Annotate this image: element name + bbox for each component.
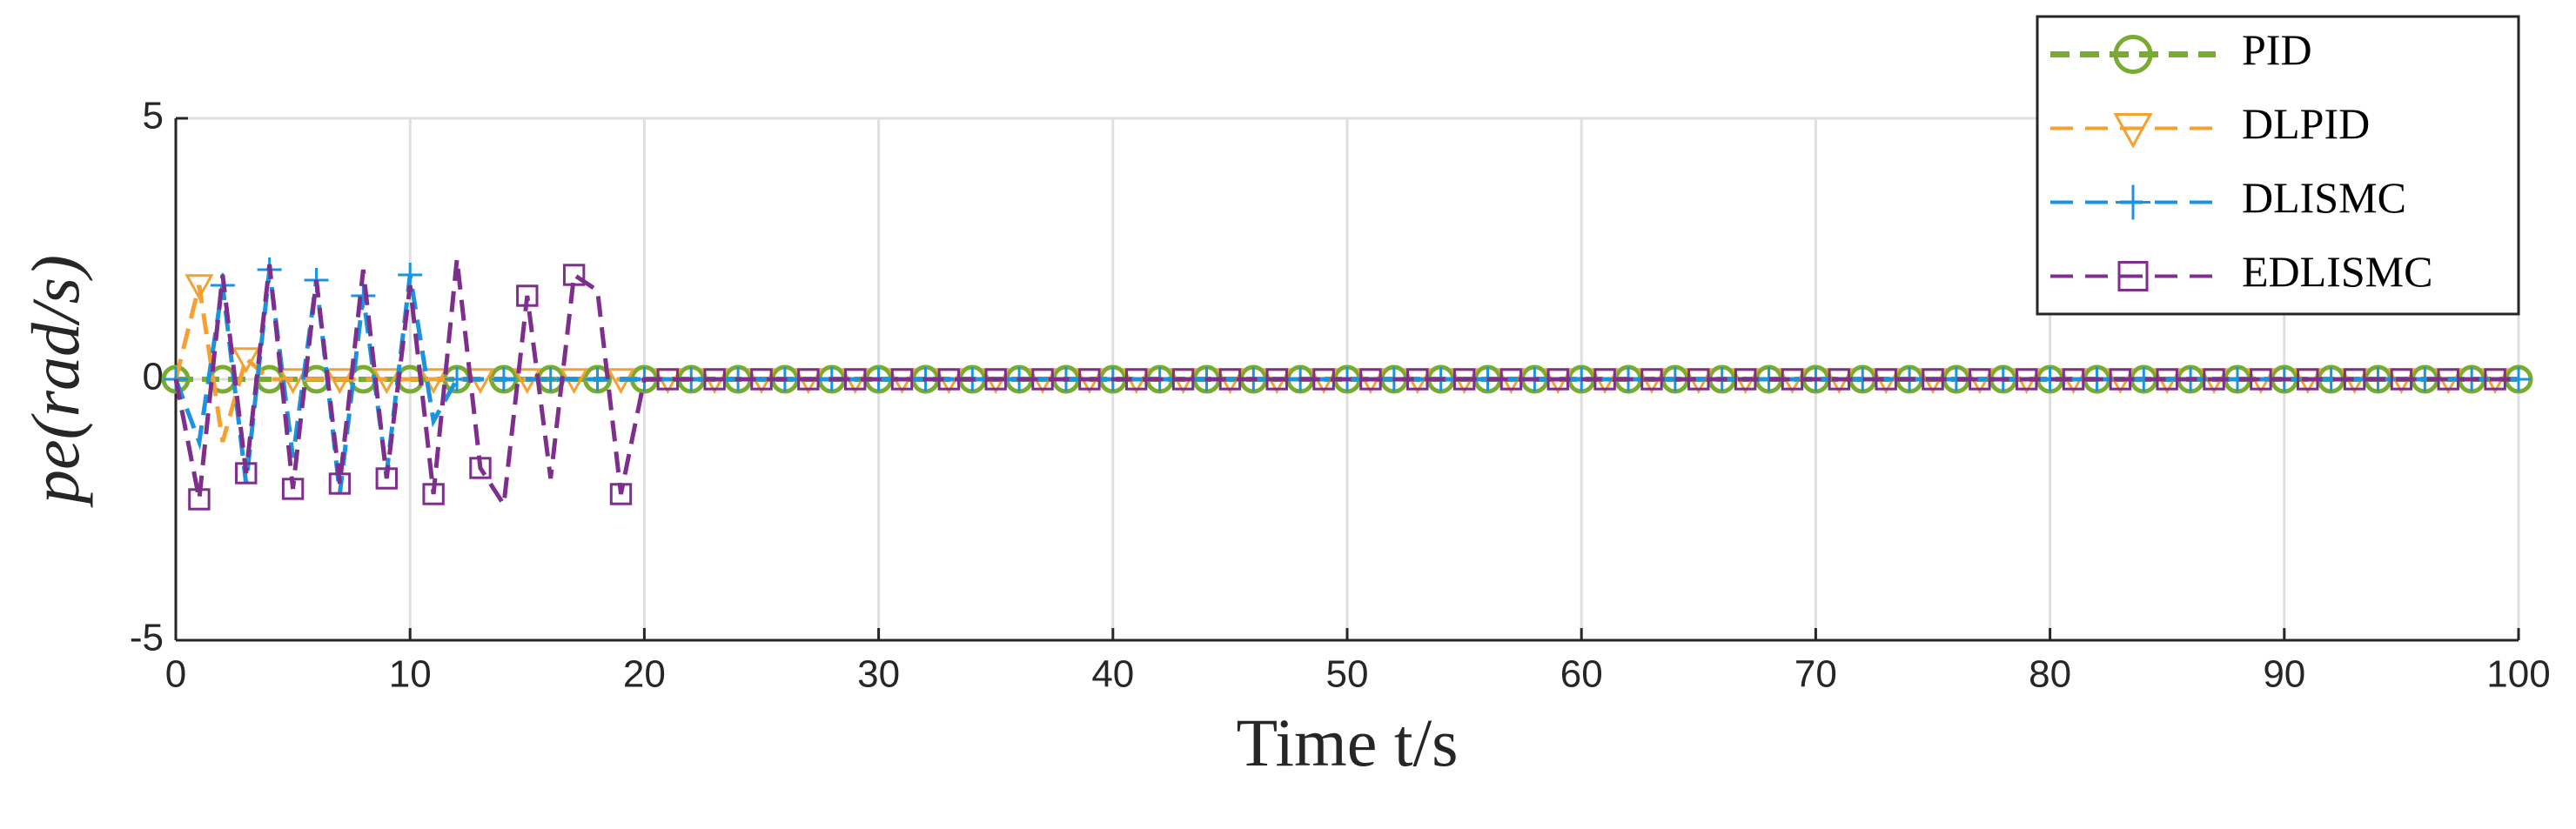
marker [231,347,261,374]
marker [1359,368,1382,391]
marker [2390,368,2413,391]
marker [184,274,214,301]
marker [1546,368,1569,391]
marker [1828,368,1851,391]
marker [419,368,448,395]
x-tick-label: 100 [2486,653,2550,696]
marker [609,483,633,505]
series-line [173,258,2519,511]
marker [2015,368,2038,391]
marker [1734,368,1757,391]
marker [2250,368,2272,391]
marker [2343,368,2366,391]
marker [2484,368,2506,391]
marker [2297,368,2319,391]
marker [445,367,470,391]
marker [1593,368,1616,391]
legend-label: PID [2242,25,2312,74]
marker [538,367,563,391]
y-tick-label: 0 [143,356,164,398]
marker [188,488,211,511]
marker [1781,368,1804,391]
marker [1406,368,1429,391]
marker [1687,368,1710,391]
marker [1969,368,1991,391]
marker [469,457,492,479]
x-axis-label: Time t/s [1236,705,1458,780]
marker [372,368,401,395]
marker [703,368,726,391]
marker [2113,113,2153,149]
marker [2116,184,2150,220]
marker [398,263,423,287]
marker [2203,368,2225,391]
x-tick-label: 20 [623,653,666,696]
x-tick-label: 60 [1560,653,1603,696]
marker [797,368,820,391]
marker [1125,368,1148,391]
marker [2506,367,2531,391]
marker [281,478,305,500]
marker [1499,368,1523,391]
marker [235,462,258,485]
x-tick-label: 90 [2263,653,2305,696]
x-tick-label: 80 [2029,653,2071,696]
marker [375,467,398,490]
marker [1171,368,1195,391]
y-axis-label: pe(rad/s) [17,255,93,508]
marker [1078,368,1101,391]
marker [656,368,680,391]
x-tick-label: 0 [165,653,186,696]
marker [1312,368,1335,391]
x-tick-label: 40 [1091,653,1134,696]
marker [2437,368,2459,391]
marker [1265,368,1288,391]
marker [2113,35,2153,74]
marker [750,368,773,391]
marker [1875,368,1897,391]
marker [278,368,308,395]
x-tick-label: 70 [1794,653,1837,696]
marker [1922,368,1944,391]
x-tick-label: 50 [1326,653,1369,696]
marker [2062,368,2085,391]
marker [2156,368,2178,391]
marker [890,368,914,391]
marker [422,483,445,505]
marker [328,472,352,495]
y-tick-label: -5 [130,617,164,659]
marker [1218,368,1242,391]
x-tick-label: 10 [389,653,432,696]
marker [937,368,961,391]
marker [491,367,516,391]
marker [2109,368,2132,391]
x-tick-label: 30 [857,653,900,696]
marker [1031,368,1054,391]
marker [1452,368,1476,391]
marker [1640,368,1663,391]
legend-label: EDLISMC [2242,247,2432,296]
legend-label: DLPID [2242,99,2370,148]
marker [843,368,867,391]
marker [325,368,354,395]
marker [562,264,586,286]
y-tick-label: 5 [143,95,164,137]
legend-label: DLISMC [2242,173,2406,222]
marker [516,284,539,307]
marker [2117,261,2149,291]
marker [984,368,1007,391]
